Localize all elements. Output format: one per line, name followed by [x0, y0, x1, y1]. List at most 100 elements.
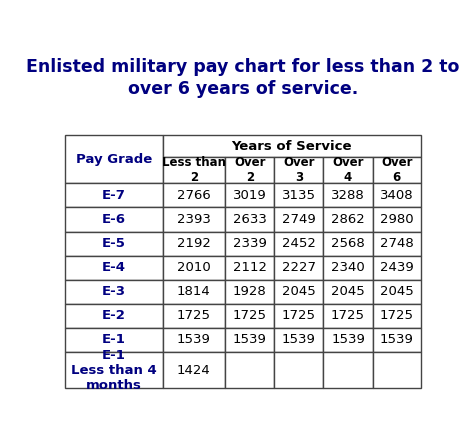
- Bar: [225, 328, 274, 352]
- Text: 2862: 2862: [331, 213, 365, 226]
- Bar: [163, 256, 225, 280]
- Bar: [373, 256, 421, 280]
- Bar: [373, 208, 421, 232]
- Bar: [323, 232, 373, 256]
- Bar: [163, 304, 225, 328]
- Text: Years of Service: Years of Service: [232, 140, 352, 152]
- Text: 2045: 2045: [380, 285, 414, 298]
- Bar: [225, 304, 274, 328]
- Text: 2045: 2045: [331, 285, 365, 298]
- Text: Less than
2: Less than 2: [162, 156, 226, 184]
- Text: Over
4: Over 4: [332, 156, 364, 184]
- Text: 1928: 1928: [233, 285, 266, 298]
- Bar: [373, 328, 421, 352]
- Bar: [65, 256, 163, 280]
- Text: E-7: E-7: [102, 189, 126, 202]
- Bar: [65, 135, 163, 184]
- Bar: [323, 208, 373, 232]
- Bar: [163, 135, 421, 157]
- Bar: [373, 157, 421, 184]
- Text: 1539: 1539: [331, 333, 365, 346]
- Text: Over
2: Over 2: [234, 156, 265, 184]
- Text: E-1
Less than 4
months: E-1 Less than 4 months: [71, 349, 156, 392]
- Bar: [323, 157, 373, 184]
- Text: 1814: 1814: [177, 285, 211, 298]
- Text: 2339: 2339: [233, 237, 267, 250]
- Text: 1725: 1725: [233, 309, 267, 322]
- Text: 3019: 3019: [233, 189, 266, 202]
- Text: E-5: E-5: [102, 237, 126, 250]
- Bar: [65, 232, 163, 256]
- Text: 1725: 1725: [282, 309, 316, 322]
- Bar: [373, 352, 421, 388]
- Bar: [225, 256, 274, 280]
- Text: 2748: 2748: [380, 237, 414, 250]
- Bar: [65, 280, 163, 304]
- Text: 1725: 1725: [177, 309, 211, 322]
- Text: 2568: 2568: [331, 237, 365, 250]
- Bar: [323, 304, 373, 328]
- Bar: [163, 208, 225, 232]
- Text: E-6: E-6: [102, 213, 126, 226]
- Bar: [163, 328, 225, 352]
- Bar: [65, 352, 163, 388]
- Text: 2045: 2045: [282, 285, 316, 298]
- Bar: [323, 280, 373, 304]
- Bar: [65, 304, 163, 328]
- Bar: [65, 328, 163, 352]
- Bar: [65, 184, 163, 208]
- Bar: [274, 280, 323, 304]
- Text: 2227: 2227: [282, 261, 316, 274]
- Text: E-3: E-3: [102, 285, 126, 298]
- Bar: [373, 232, 421, 256]
- Text: 2393: 2393: [177, 213, 211, 226]
- Bar: [225, 208, 274, 232]
- Bar: [225, 280, 274, 304]
- Bar: [274, 232, 323, 256]
- Text: 2766: 2766: [177, 189, 211, 202]
- Bar: [65, 208, 163, 232]
- Text: 2439: 2439: [380, 261, 414, 274]
- Bar: [323, 328, 373, 352]
- Text: 3135: 3135: [282, 189, 316, 202]
- Bar: [225, 184, 274, 208]
- Text: 2452: 2452: [282, 237, 316, 250]
- Text: E-4: E-4: [102, 261, 126, 274]
- Bar: [323, 352, 373, 388]
- Bar: [274, 184, 323, 208]
- Bar: [163, 280, 225, 304]
- Text: E-2: E-2: [102, 309, 126, 322]
- Bar: [163, 184, 225, 208]
- Bar: [373, 304, 421, 328]
- Bar: [373, 280, 421, 304]
- Text: 2340: 2340: [331, 261, 365, 274]
- Bar: [163, 352, 225, 388]
- Text: 2749: 2749: [282, 213, 316, 226]
- Text: E-1: E-1: [102, 333, 126, 346]
- Text: 1424: 1424: [177, 364, 211, 377]
- Bar: [274, 304, 323, 328]
- Text: Over
3: Over 3: [283, 156, 315, 184]
- Bar: [323, 184, 373, 208]
- Text: 2112: 2112: [233, 261, 267, 274]
- Bar: [274, 328, 323, 352]
- Text: 2010: 2010: [177, 261, 211, 274]
- Text: 1539: 1539: [380, 333, 414, 346]
- Text: 1539: 1539: [282, 333, 316, 346]
- Text: 1539: 1539: [177, 333, 211, 346]
- Text: Over
6: Over 6: [381, 156, 412, 184]
- Text: 3408: 3408: [380, 189, 414, 202]
- Text: Enlisted military pay chart for less than 2 to
over 6 years of service.: Enlisted military pay chart for less tha…: [26, 58, 460, 98]
- Bar: [163, 157, 225, 184]
- Bar: [373, 184, 421, 208]
- Text: 2192: 2192: [177, 237, 211, 250]
- Bar: [274, 352, 323, 388]
- Text: 2980: 2980: [380, 213, 414, 226]
- Bar: [274, 157, 323, 184]
- Bar: [274, 208, 323, 232]
- Bar: [225, 232, 274, 256]
- Text: 3288: 3288: [331, 189, 365, 202]
- Bar: [163, 232, 225, 256]
- Bar: [225, 157, 274, 184]
- Text: 1725: 1725: [380, 309, 414, 322]
